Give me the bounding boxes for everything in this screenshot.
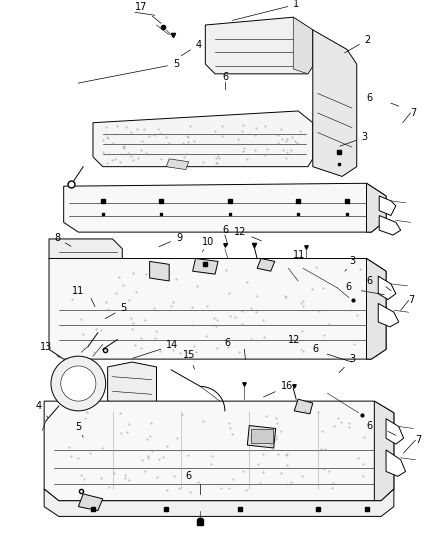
- Polygon shape: [247, 425, 276, 448]
- Text: 7: 7: [415, 435, 422, 445]
- Polygon shape: [193, 259, 218, 274]
- Text: 15: 15: [183, 350, 195, 369]
- Text: 7: 7: [410, 108, 417, 118]
- Text: 6: 6: [367, 93, 373, 103]
- Polygon shape: [379, 215, 401, 235]
- Polygon shape: [78, 494, 103, 511]
- Polygon shape: [293, 17, 313, 74]
- Polygon shape: [367, 183, 386, 232]
- Text: 17: 17: [135, 2, 161, 23]
- Text: 5: 5: [78, 59, 179, 83]
- Text: 11: 11: [71, 286, 84, 296]
- Polygon shape: [44, 401, 394, 501]
- Polygon shape: [313, 30, 357, 176]
- Text: 1: 1: [233, 0, 299, 20]
- Text: 16: 16: [264, 382, 293, 397]
- Text: 6: 6: [222, 72, 228, 82]
- Polygon shape: [166, 159, 189, 169]
- Polygon shape: [205, 17, 313, 74]
- Polygon shape: [108, 362, 156, 406]
- Bar: [251, 430, 273, 443]
- Text: 6: 6: [367, 276, 373, 286]
- Polygon shape: [374, 401, 394, 501]
- Text: 12: 12: [288, 335, 301, 350]
- Polygon shape: [378, 276, 396, 300]
- Text: 2: 2: [345, 35, 371, 53]
- Polygon shape: [386, 450, 406, 477]
- Text: 14: 14: [133, 341, 179, 358]
- Text: 6: 6: [367, 421, 373, 431]
- Text: 3: 3: [340, 132, 368, 146]
- Text: 6: 6: [313, 344, 319, 354]
- Text: 4: 4: [36, 401, 48, 418]
- Text: 3: 3: [345, 256, 355, 271]
- Polygon shape: [367, 259, 386, 359]
- Text: 5: 5: [105, 303, 127, 319]
- Text: 6: 6: [222, 225, 228, 235]
- Circle shape: [51, 356, 106, 411]
- Polygon shape: [386, 419, 404, 444]
- Text: 6: 6: [345, 282, 351, 292]
- Text: 11: 11: [293, 249, 305, 260]
- Text: 4: 4: [181, 39, 201, 56]
- Polygon shape: [49, 239, 122, 268]
- Polygon shape: [257, 259, 275, 271]
- Text: 3: 3: [339, 354, 355, 373]
- Text: 8: 8: [54, 233, 71, 246]
- Polygon shape: [150, 261, 169, 281]
- Text: 6: 6: [225, 337, 231, 348]
- Circle shape: [61, 366, 96, 401]
- Text: 13: 13: [40, 342, 60, 358]
- Text: 6: 6: [186, 471, 192, 481]
- Text: 10: 10: [202, 237, 215, 252]
- Polygon shape: [294, 399, 313, 414]
- Text: 9: 9: [159, 233, 182, 247]
- Polygon shape: [93, 111, 313, 167]
- Text: 7: 7: [409, 295, 415, 305]
- Text: 12: 12: [234, 227, 261, 241]
- Polygon shape: [44, 489, 394, 516]
- Text: 5: 5: [75, 423, 83, 437]
- Polygon shape: [379, 196, 396, 215]
- Polygon shape: [64, 183, 386, 232]
- Polygon shape: [378, 303, 399, 327]
- Polygon shape: [49, 259, 386, 359]
